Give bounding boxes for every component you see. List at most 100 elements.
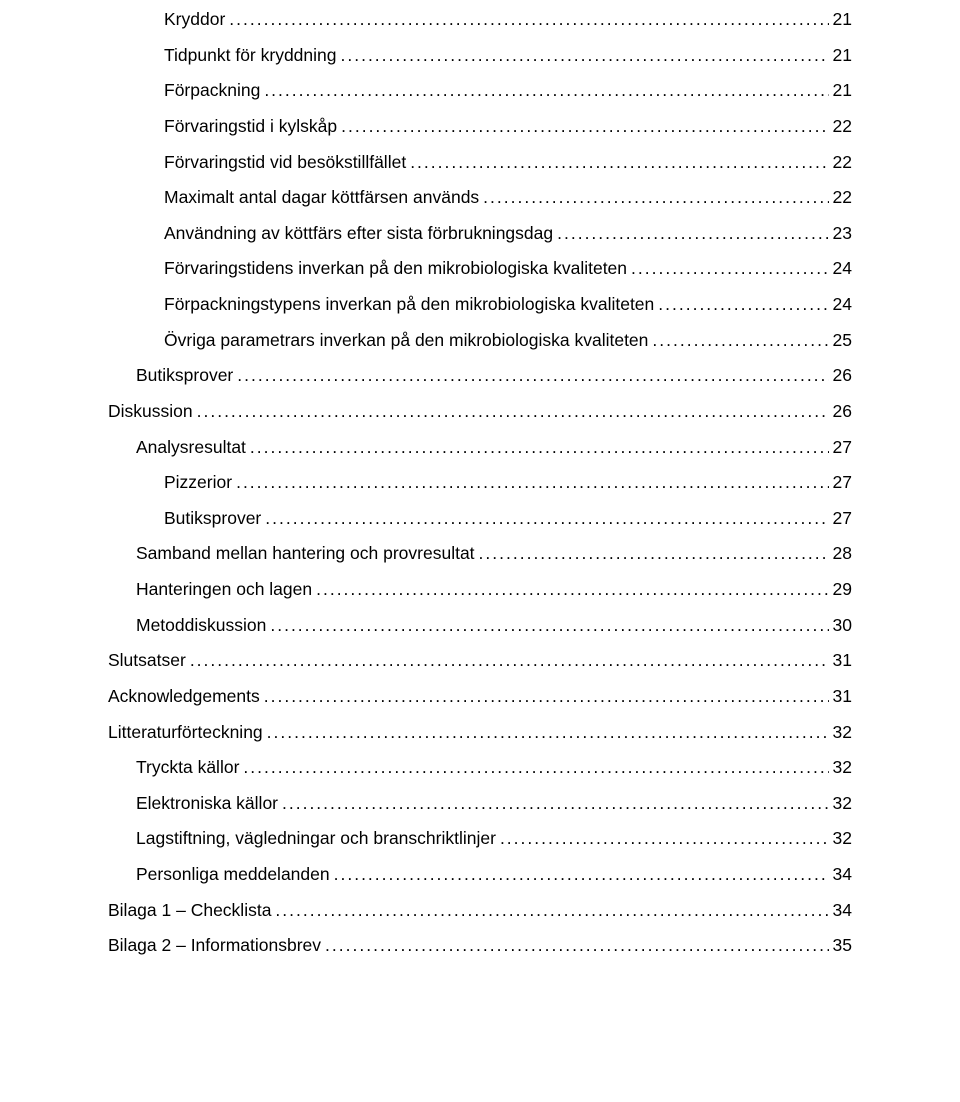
toc-entry: Förvaringstid i kylskåp.................… bbox=[108, 115, 852, 139]
toc-entry: Elektroniska källor.....................… bbox=[108, 792, 852, 816]
toc-entry: Förpackning.............................… bbox=[108, 79, 852, 103]
toc-entry-label: Samband mellan hantering och provresulta… bbox=[136, 542, 475, 566]
toc-leader-dots: ........................................… bbox=[267, 721, 829, 745]
toc-leader-dots: ........................................… bbox=[334, 863, 829, 887]
toc-entry-page: 32 bbox=[833, 827, 852, 851]
toc-leader-dots: ........................................… bbox=[316, 578, 828, 602]
toc-entry: Förvaringstid vid besökstillfället......… bbox=[108, 151, 852, 175]
toc-entry-page: 29 bbox=[833, 578, 852, 602]
toc-entry-page: 21 bbox=[833, 8, 852, 32]
toc-entry-page: 25 bbox=[833, 329, 852, 353]
toc-entry-label: Maximalt antal dagar köttfärsen används bbox=[164, 186, 479, 210]
toc-entry: Samband mellan hantering och provresulta… bbox=[108, 542, 852, 566]
toc-entry-page: 27 bbox=[833, 507, 852, 531]
toc-leader-dots: ........................................… bbox=[479, 542, 829, 566]
toc-entry: Maximalt antal dagar köttfärsen används.… bbox=[108, 186, 852, 210]
toc-entry-page: 35 bbox=[833, 934, 852, 958]
toc-entry-page: 31 bbox=[833, 685, 852, 709]
toc-entry: Bilaga 1 – Checklista...................… bbox=[108, 899, 852, 923]
toc-entry-label: Pizzerior bbox=[164, 471, 232, 495]
toc-entry-label: Analysresultat bbox=[136, 436, 246, 460]
toc-entry-label: Övriga parametrars inverkan på den mikro… bbox=[164, 329, 648, 353]
toc-entry-page: 34 bbox=[833, 863, 852, 887]
toc-entry-label: Lagstiftning, vägledningar och branschri… bbox=[136, 827, 496, 851]
toc-leader-dots: ........................................… bbox=[229, 8, 828, 32]
toc-entry-label: Förpackning bbox=[164, 79, 260, 103]
toc-leader-dots: ........................................… bbox=[275, 899, 828, 923]
toc-leader-dots: ........................................… bbox=[264, 685, 829, 709]
toc-entry-label: Elektroniska källor bbox=[136, 792, 278, 816]
toc-entry-page: 31 bbox=[833, 649, 852, 673]
toc-entry-page: 22 bbox=[833, 151, 852, 175]
toc-entry-page: 21 bbox=[833, 44, 852, 68]
toc-entry-page: 34 bbox=[833, 899, 852, 923]
toc-entry-label: Hanteringen och lagen bbox=[136, 578, 312, 602]
toc-entry: Användning av köttfärs efter sista förbr… bbox=[108, 222, 852, 246]
toc-leader-dots: ........................................… bbox=[557, 222, 828, 246]
toc-entry-page: 28 bbox=[833, 542, 852, 566]
toc-leader-dots: ........................................… bbox=[270, 614, 828, 638]
toc-entry: Förpackningstypens inverkan på den mikro… bbox=[108, 293, 852, 317]
toc-entry: Hanteringen och lagen...................… bbox=[108, 578, 852, 602]
toc-entry-label: Användning av köttfärs efter sista förbr… bbox=[164, 222, 553, 246]
toc-entry: Lagstiftning, vägledningar och branschri… bbox=[108, 827, 852, 851]
toc-entry: Övriga parametrars inverkan på den mikro… bbox=[108, 329, 852, 353]
toc-entry-label: Förvaringstid vid besökstillfället bbox=[164, 151, 406, 175]
toc-entry: Butiksprover............................… bbox=[108, 364, 852, 388]
toc-leader-dots: ........................................… bbox=[500, 827, 829, 851]
toc-entry-label: Metoddiskussion bbox=[136, 614, 266, 638]
toc-entry-page: 30 bbox=[833, 614, 852, 638]
page-container: Kryddor.................................… bbox=[0, 0, 960, 1102]
toc-leader-dots: ........................................… bbox=[341, 44, 829, 68]
toc-leader-dots: ........................................… bbox=[236, 471, 828, 495]
toc-entry-page: 32 bbox=[833, 792, 852, 816]
toc-entry: Pizzerior...............................… bbox=[108, 471, 852, 495]
toc-leader-dots: ........................................… bbox=[237, 364, 828, 388]
toc-leader-dots: ........................................… bbox=[264, 79, 828, 103]
toc-entry-page: 27 bbox=[833, 436, 852, 460]
toc-leader-dots: ........................................… bbox=[483, 186, 828, 210]
toc-leader-dots: ........................................… bbox=[265, 507, 828, 531]
toc-entry-page: 24 bbox=[833, 293, 852, 317]
toc-entry-label: Butiksprover bbox=[136, 364, 233, 388]
toc-entry-page: 22 bbox=[833, 186, 852, 210]
toc-entry-page: 26 bbox=[833, 400, 852, 424]
toc-entry: Personliga meddelanden..................… bbox=[108, 863, 852, 887]
toc-leader-dots: ........................................… bbox=[325, 934, 828, 958]
toc-leader-dots: ........................................… bbox=[658, 293, 828, 317]
toc-entry-label: Tryckta källor bbox=[136, 756, 239, 780]
toc-entry-label: Förvaringstid i kylskåp bbox=[164, 115, 337, 139]
toc-entry: Acknowledgements........................… bbox=[108, 685, 852, 709]
toc-entry-label: Butiksprover bbox=[164, 507, 261, 531]
toc-entry: Tryckta källor..........................… bbox=[108, 756, 852, 780]
toc-entry-page: 24 bbox=[833, 257, 852, 281]
toc-entry-label: Bilaga 2 – Informationsbrev bbox=[108, 934, 321, 958]
toc-entry-label: Förvaringstidens inverkan på den mikrobi… bbox=[164, 257, 627, 281]
toc-entry-page: 26 bbox=[833, 364, 852, 388]
toc-entry: Analysresultat..........................… bbox=[108, 436, 852, 460]
toc-entry: Slutsatser..............................… bbox=[108, 649, 852, 673]
toc-leader-dots: ........................................… bbox=[410, 151, 828, 175]
toc-leader-dots: ........................................… bbox=[197, 400, 829, 424]
toc-entry-label: Tidpunkt för kryddning bbox=[164, 44, 337, 68]
toc-entry: Litteraturförteckning...................… bbox=[108, 721, 852, 745]
table-of-contents: Kryddor.................................… bbox=[108, 8, 852, 958]
toc-leader-dots: ........................................… bbox=[250, 436, 829, 460]
toc-entry-page: 27 bbox=[833, 471, 852, 495]
toc-leader-dots: ........................................… bbox=[341, 115, 828, 139]
toc-entry: Tidpunkt för kryddning..................… bbox=[108, 44, 852, 68]
toc-entry: Kryddor.................................… bbox=[108, 8, 852, 32]
toc-entry-page: 23 bbox=[833, 222, 852, 246]
toc-entry: Metoddiskussion.........................… bbox=[108, 614, 852, 638]
toc-entry: Förvaringstidens inverkan på den mikrobi… bbox=[108, 257, 852, 281]
toc-entry-label: Kryddor bbox=[164, 8, 225, 32]
toc-entry-label: Bilaga 1 – Checklista bbox=[108, 899, 271, 923]
toc-entry-label: Litteraturförteckning bbox=[108, 721, 263, 745]
toc-entry-label: Förpackningstypens inverkan på den mikro… bbox=[164, 293, 654, 317]
toc-entry-label: Slutsatser bbox=[108, 649, 186, 673]
toc-leader-dots: ........................................… bbox=[243, 756, 828, 780]
toc-leader-dots: ........................................… bbox=[190, 649, 829, 673]
toc-entry-label: Personliga meddelanden bbox=[136, 863, 330, 887]
toc-leader-dots: ........................................… bbox=[652, 329, 828, 353]
toc-entry-page: 22 bbox=[833, 115, 852, 139]
